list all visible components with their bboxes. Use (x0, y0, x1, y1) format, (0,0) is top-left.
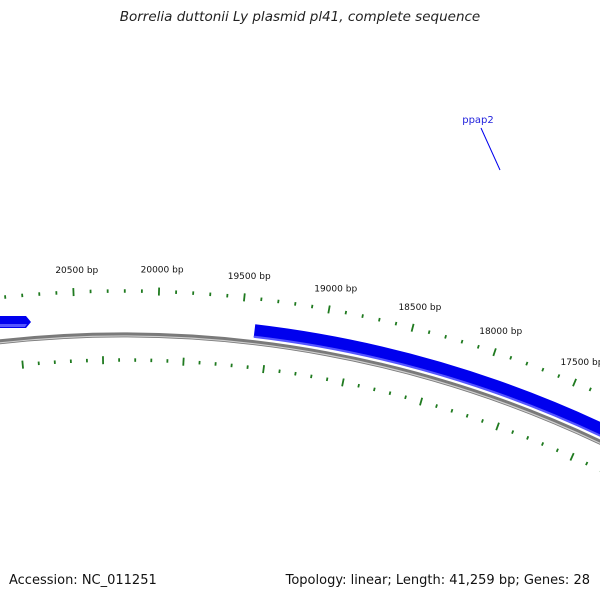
position-label: 17500 bp (561, 358, 600, 368)
minor-tick (525, 361, 529, 366)
gene-label-ppap2: ppap2 (462, 115, 494, 126)
major-tick (572, 378, 577, 387)
outer-tick-ring (4, 287, 592, 392)
minor-tick (588, 387, 592, 392)
gene-feature-left[interactable] (0, 316, 31, 328)
minor-tick (460, 339, 464, 344)
minor-tick (378, 317, 381, 322)
minor-tick (526, 435, 530, 440)
minor-tick (357, 383, 360, 388)
minor-tick (541, 442, 545, 446)
gene-ppap2[interactable]: ppap2 (253, 115, 600, 499)
minor-tick (344, 310, 348, 315)
position-labels: 17500 bp 18000 bp 18500 bp 19000 bp 19500 bp… (55, 266, 600, 369)
minor-tick (404, 395, 407, 400)
minor-tick (373, 387, 376, 392)
minor-tick (435, 404, 438, 408)
major-tick (327, 305, 331, 314)
minor-tick (541, 367, 545, 372)
minor-tick (388, 391, 392, 396)
minor-tick (481, 419, 484, 423)
gene-features: ppap2 (0, 115, 600, 499)
minor-tick (444, 334, 447, 339)
position-label: 20000 bp (141, 266, 184, 276)
position-label: 18500 bp (398, 303, 441, 313)
inner-tick-ring (21, 356, 600, 472)
major-tick (21, 360, 24, 369)
major-tick (262, 365, 265, 374)
minor-tick (509, 355, 513, 360)
minor-tick (450, 408, 454, 413)
major-tick (341, 378, 345, 387)
minor-tick (278, 369, 281, 374)
position-label: 20500 bp (55, 266, 98, 276)
major-tick (410, 323, 415, 332)
gene-label-leader (480, 127, 501, 171)
sequence-backbone (0, 332, 600, 445)
minor-tick (465, 413, 469, 418)
minor-tick (294, 302, 297, 306)
minor-tick (555, 448, 559, 453)
accession-label: Accession: NC_011251 (9, 573, 157, 588)
position-label: 19500 bp (228, 272, 271, 282)
minor-tick (511, 430, 515, 434)
topology-summary: Topology: linear; Length: 41,259 bp; Gen… (285, 573, 590, 588)
minor-tick (294, 371, 297, 376)
major-tick (243, 293, 246, 302)
map-title: Borrelia duttonii Ly plasmid pl41, compl… (119, 9, 481, 25)
minor-tick (311, 304, 314, 309)
position-label: 18000 bp (479, 327, 522, 337)
minor-tick (325, 377, 329, 382)
position-label: 19000 bp (314, 284, 357, 294)
minor-tick (585, 461, 589, 466)
minor-tick (310, 374, 313, 379)
major-tick (495, 422, 500, 431)
major-tick (569, 452, 575, 461)
minor-tick (427, 330, 431, 335)
minor-tick (361, 314, 364, 318)
minor-tick (394, 321, 398, 326)
minor-tick (476, 344, 480, 349)
major-tick (419, 397, 424, 406)
minor-tick (557, 374, 561, 378)
major-tick (492, 348, 497, 357)
